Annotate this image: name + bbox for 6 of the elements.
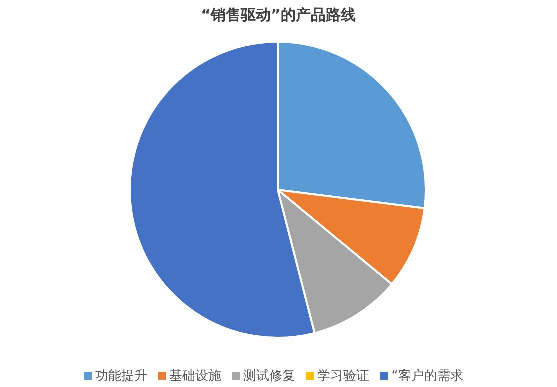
legend-label: 测试修复 (244, 369, 296, 384)
legend-label: 功能提升 (96, 369, 148, 384)
legend-label: “客户的需求 (392, 369, 464, 384)
legend-label: 学习验证 (318, 369, 370, 384)
chart-title: “销售驱动”的产品路线 (200, 6, 357, 25)
legend-label: 基础设施 (170, 369, 222, 384)
